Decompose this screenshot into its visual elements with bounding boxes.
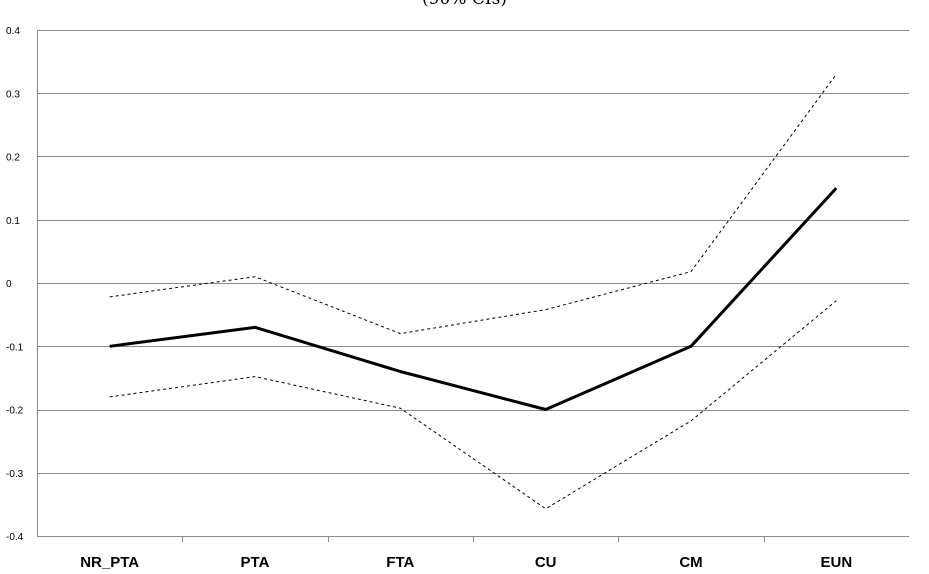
axes — [37, 30, 765, 542]
chart-title: (90% CIs) — [0, 0, 929, 9]
y-tick-label: 0.4 — [6, 26, 20, 37]
series-lines — [109, 74, 838, 510]
y-tick-label: -0.2 — [6, 406, 24, 417]
x-tick-label: CU — [535, 554, 557, 571]
y-tick-label: 0.2 — [6, 153, 20, 164]
y-tick-label: 0 — [6, 279, 12, 290]
x-tick-label: FTA — [386, 554, 414, 571]
x-tick-label: EUN — [820, 554, 852, 571]
y-tick-label: 0.1 — [6, 216, 20, 227]
y-tick-label: -0.4 — [6, 532, 24, 543]
x-tick-label: CM — [679, 554, 702, 571]
gridlines — [37, 30, 909, 537]
y-tick-label: -0.1 — [6, 342, 24, 353]
x-tick-label: NR_PTA — [80, 554, 139, 571]
y-axis-tick-labels: 0.4 0.3 0.2 0.1 0 -0.1 -0.2 -0.3 -0.4 — [6, 26, 24, 543]
series-line-lower-bound — [109, 300, 837, 510]
series-line-estimate — [109, 187, 838, 411]
x-axis-tick-labels: NR_PTA PTA FTA CU CM EUN — [80, 554, 852, 571]
y-tick-label: 0.3 — [6, 89, 20, 100]
y-tick-label: -0.3 — [6, 469, 24, 480]
x-tick-label: PTA — [241, 554, 270, 571]
series-line-upper-bound — [109, 74, 837, 335]
